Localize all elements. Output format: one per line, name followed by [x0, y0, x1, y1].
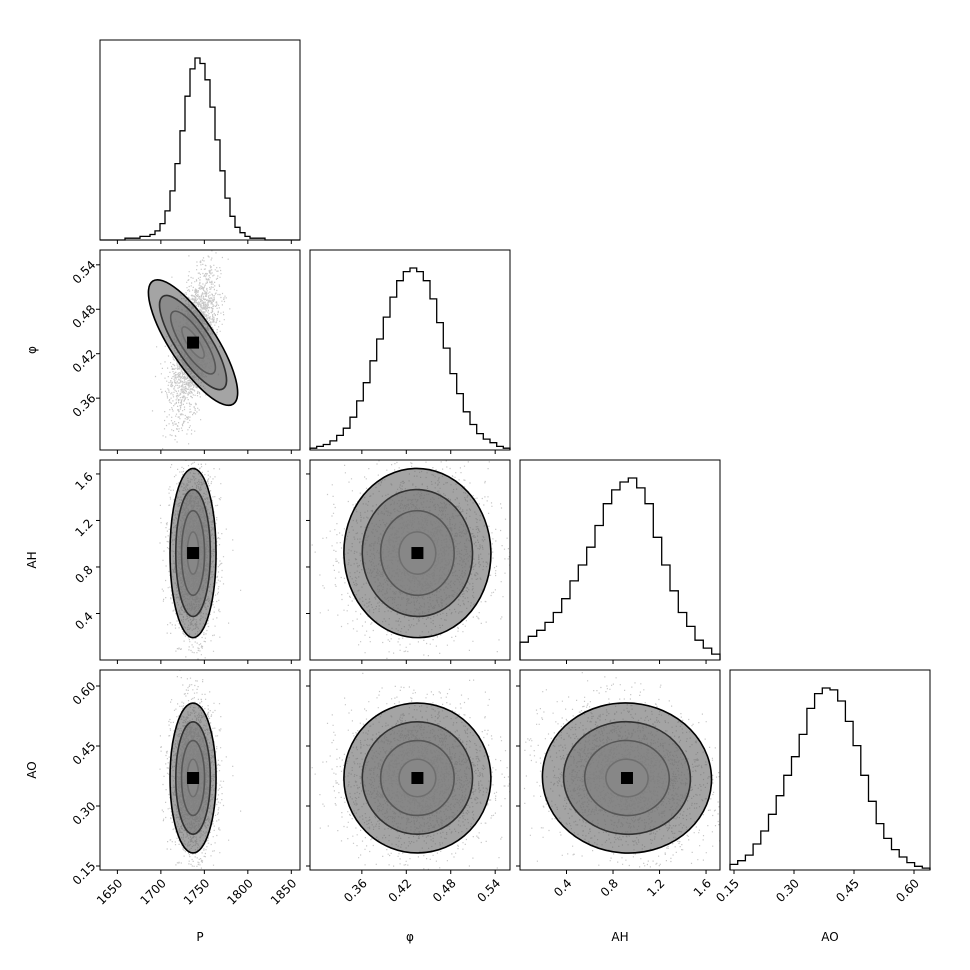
x-tick-label-P: 1650 [94, 876, 125, 907]
lines-layer [100, 57, 931, 870]
histogram-frame-phi [309, 249, 511, 451]
density-panel-AO-vs-AH [523, 670, 720, 868]
panel-frame-AO-vs-phi [309, 669, 511, 871]
density-panel-AH-vs-phi [311, 460, 510, 659]
y-tick-label-phi: 0.54 [70, 258, 99, 287]
y-tick-label-AH: 1.2 [72, 516, 95, 539]
density-peak [187, 772, 200, 784]
y-axis-label-AO: AO [25, 761, 39, 778]
y-tick-label-phi: 0.36 [70, 391, 99, 420]
y-tick-label-AO: 0.60 [70, 679, 99, 708]
density-peak [187, 547, 200, 560]
density-panel-AO-vs-phi [311, 672, 510, 870]
density-peak [411, 772, 424, 784]
x-tick-label-P: 1750 [181, 876, 212, 907]
x-tick-label-AO: 0.15 [713, 876, 742, 905]
y-tick-label-AO: 0.15 [70, 859, 99, 888]
x-tick-label-phi: 0.42 [386, 876, 415, 905]
y-tick-label-AO: 0.45 [70, 739, 99, 768]
histogram-AH [519, 477, 721, 660]
y-tick-label-AH: 0.8 [72, 563, 95, 586]
density-layer [147, 250, 720, 870]
x-tick-label-phi: 0.54 [474, 876, 503, 905]
density-panel-phi-vs-P [147, 250, 239, 450]
x-tick-label-phi: 0.36 [341, 876, 370, 905]
x-tick-label-phi: 0.48 [430, 876, 459, 905]
x-tick-label-AH: 1.6 [691, 876, 714, 899]
density-panel-AH-vs-P [159, 460, 242, 660]
x-axis-label-AH: AH [611, 930, 628, 944]
histogram-phi [309, 267, 511, 450]
y-axis-label-AH: AH [25, 551, 39, 568]
density-peak [620, 772, 633, 784]
y-tick-label-AO: 0.30 [70, 799, 99, 828]
panel-frame-phi-vs-P [99, 249, 301, 451]
x-tick-label-AH: 0.4 [551, 876, 574, 899]
y-tick-label-AH: 1.6 [72, 470, 95, 493]
histogram-AO [729, 687, 931, 870]
x-tick-label-AH: 1.2 [644, 876, 667, 899]
panel-frame-AH-vs-phi [309, 459, 511, 661]
x-tick-label-P: 1700 [137, 876, 168, 907]
panel-frame-AH-vs-P [99, 459, 301, 661]
x-tick-label-AO: 0.30 [773, 876, 802, 905]
density-peak [187, 336, 200, 349]
histogram-P [100, 57, 300, 241]
y-axis-label-phi: φ [25, 346, 39, 354]
axes-layer [96, 39, 931, 874]
density-panel-AO-vs-P [159, 670, 242, 870]
x-tick-label-AO: 0.45 [833, 876, 862, 905]
x-tick-label-AO: 0.60 [893, 876, 922, 905]
x-tick-label-AH: 0.8 [598, 876, 621, 899]
x-tick-label-P: 1850 [268, 876, 299, 907]
x-axis-label-phi: φ [406, 930, 414, 944]
y-tick-label-phi: 0.42 [70, 347, 99, 376]
histogram-frame-P [99, 39, 301, 241]
y-tick-label-AH: 0.4 [72, 609, 95, 632]
x-tick-label-P: 1800 [224, 876, 255, 907]
x-axis-label-AO: AO [821, 930, 838, 944]
histogram-frame-AO [729, 669, 931, 871]
histogram-frame-AH [519, 459, 721, 661]
x-axis-label-P: P [196, 930, 203, 944]
density-peak [411, 547, 424, 560]
panel-frame-AO-vs-P [99, 669, 301, 871]
y-tick-label-phi: 0.48 [70, 302, 99, 331]
panel-frame-AO-vs-AH [519, 669, 721, 871]
